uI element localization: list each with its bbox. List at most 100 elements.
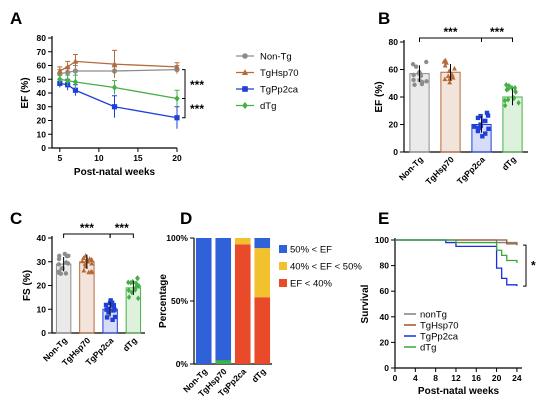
stack-segment-50% < EF (215, 238, 232, 364)
x-tick-label: 4 (413, 373, 418, 383)
panel-letter-a: A (10, 9, 22, 28)
y-tick-label: 10 (37, 129, 47, 139)
data-dot (484, 110, 490, 116)
data-dot (56, 270, 62, 276)
y-tick-label: 0 (393, 147, 398, 157)
legend-label: 50% < EF (290, 245, 332, 256)
significance-bracket (182, 98, 186, 119)
data-dot (56, 262, 62, 267)
y-tick-label: 40 (37, 88, 47, 98)
legend-label: 40% < EF < 50% (290, 262, 362, 273)
data-dot (106, 310, 111, 315)
data-dot (478, 113, 483, 119)
data-dot (82, 261, 88, 267)
data-dot (104, 315, 110, 320)
data-dot (126, 279, 131, 286)
data-dot (66, 253, 71, 259)
y-tick-label: 80 (389, 37, 399, 47)
panel-letter-b: B (378, 9, 390, 28)
y-tick-label: 0 (41, 143, 46, 153)
legend-label: nonTg (420, 310, 447, 321)
legend-swatch (279, 245, 287, 253)
stack-segment-EF < 40% (254, 297, 271, 364)
data-point (174, 63, 180, 70)
data-dot (502, 102, 508, 109)
y-tick-label: 30 (37, 257, 47, 267)
y-tick-label: 50% (171, 296, 188, 306)
legend-swatch (279, 279, 287, 287)
data-point (57, 75, 63, 83)
data-dot (475, 115, 481, 121)
data-dot (506, 85, 511, 92)
significance-mark: *** (190, 102, 204, 116)
data-dot (81, 267, 87, 273)
legend-marker (241, 69, 249, 76)
y-tick-label: 50 (37, 74, 47, 84)
y-tick-label: 60 (380, 286, 390, 296)
y-tick-label: 40 (380, 312, 390, 322)
panel-d: D0%50%100%PercentageNon-TgTgHsp70TgPp2ca… (158, 209, 362, 399)
data-dot (413, 64, 419, 69)
y-axis-label: Survival (360, 284, 371, 323)
x-tick-label: Non-Tg (397, 154, 425, 182)
significance-mark: *** (490, 25, 504, 39)
x-tick-label: 20 (172, 153, 182, 163)
data-dot (418, 71, 423, 77)
data-dot (135, 275, 140, 282)
x-tick-label: 15 (133, 153, 143, 163)
data-dot (128, 279, 133, 286)
data-dot (56, 256, 62, 262)
data-dot (62, 251, 68, 257)
legend-label: EF < 40% (290, 279, 333, 290)
data-point (174, 115, 180, 121)
legend-marker (242, 101, 248, 110)
survival-curve-TgPp2ca (395, 239, 518, 287)
x-tick-label: 0 (393, 373, 398, 383)
data-dot (513, 89, 518, 95)
x-tick-label: TgPp2ca (455, 154, 487, 186)
y-tick-label: 20 (37, 116, 47, 126)
data-dot (135, 295, 141, 302)
significance-bracket (523, 244, 527, 287)
data-dot (450, 75, 456, 80)
y-axis-label: FS (%) (22, 270, 33, 301)
significance-mark: *** (115, 221, 129, 235)
significance-bracket (109, 233, 134, 238)
y-tick-label: 0 (384, 363, 389, 373)
data-dot (108, 298, 113, 303)
panel-letter-d: D (180, 209, 192, 228)
data-dot (110, 317, 115, 323)
survival-curve-dTg (395, 239, 518, 264)
data-point (72, 58, 79, 64)
significance-bracket (182, 69, 186, 99)
y-tick-label: 60 (389, 65, 399, 75)
data-dot (412, 82, 417, 87)
data-dot (133, 287, 138, 293)
data-dot (133, 284, 139, 291)
y-tick-label: 0 (41, 328, 46, 338)
y-tick-label: 60 (37, 61, 47, 71)
data-dot (485, 113, 491, 118)
x-tick-label: 24 (512, 373, 522, 383)
significance-mark: *** (443, 25, 457, 39)
data-dot (112, 314, 118, 320)
y-tick-label: 100 (375, 235, 389, 245)
legend-label: dTg (260, 101, 276, 112)
y-tick-label: 10 (37, 304, 47, 314)
data-dot (126, 287, 131, 294)
data-dot (445, 73, 451, 78)
data-dot (476, 125, 481, 131)
x-tick-label: dTg (500, 154, 518, 172)
data-dot (509, 84, 515, 91)
x-tick-label: 8 (433, 373, 438, 383)
y-tick-label: 70 (37, 47, 47, 57)
stack-segment-EF < 40% (234, 244, 251, 364)
data-dot (65, 261, 71, 266)
legend-label: TgPp2ca (260, 85, 299, 96)
data-dot (511, 94, 517, 101)
data-dot (126, 294, 132, 301)
data-dot (89, 260, 95, 266)
data-dot (104, 307, 109, 312)
stack-segment-50% < EF (195, 238, 212, 364)
